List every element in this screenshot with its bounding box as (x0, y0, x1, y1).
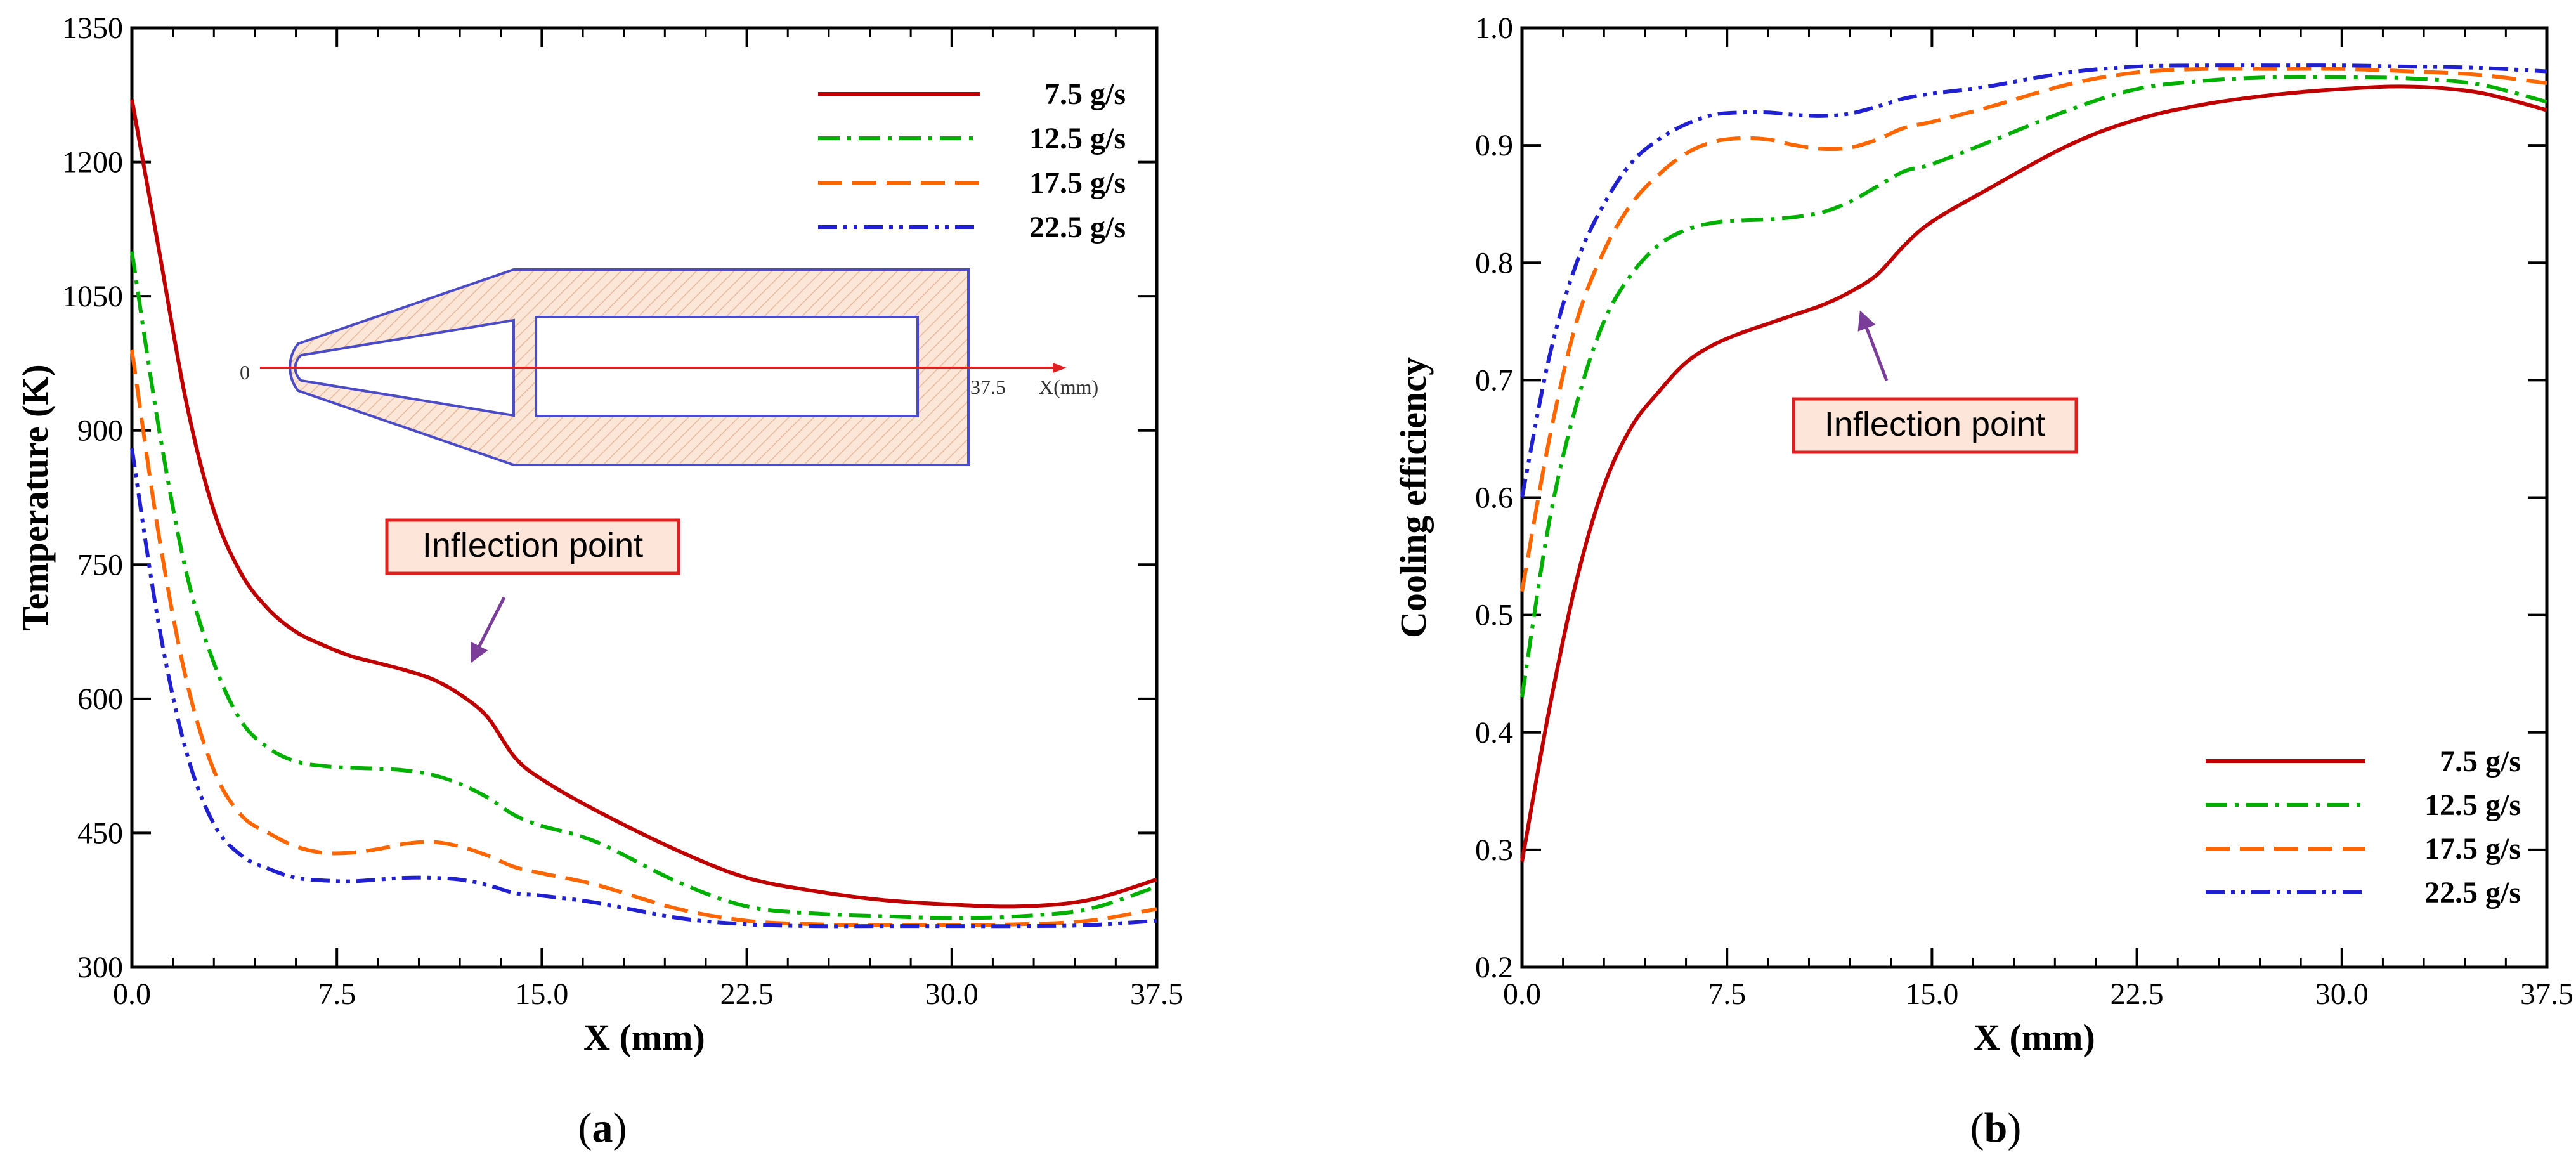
series-line-b-17_5 (1520, 67, 2547, 592)
panel-b-cooling-efficiency-chart: 0.0 7.5 15.0 22.5 30.0 37.5 0.2 0.3 0.4 0.5 0.6 0.7… (1393, 11, 2573, 1151)
series-line-b-12_5 (1520, 75, 2547, 698)
panel-a-temperature-chart: 0.0 7.5 15.0 22.5 30.0 37.5 300 450 600 750 900 105… (15, 11, 1183, 1151)
inflection-annotation-a: Inflection point (385, 518, 680, 663)
x-tick-label-a: 22.5 (720, 977, 774, 1011)
inset-geometry-sketch: 0 37.5 X(mm) (240, 268, 1098, 466)
legend-label-a: 17.5 g/s (1029, 166, 1126, 200)
x-tick-label-a: 0.0 (113, 977, 151, 1011)
panel-b-caption: (b) (1970, 1105, 2022, 1151)
y-tick-label-a: 600 (77, 682, 123, 716)
series-line-a-22_5 (130, 448, 1157, 929)
x-tick-label-a: 30.0 (925, 977, 979, 1011)
x-tick-label-b: 22.5 (2111, 977, 2164, 1011)
y-tick-label-b: 0.3 (1475, 833, 1513, 867)
panel-a-caption: (a) (578, 1105, 627, 1151)
y-tick-label-b: 0.2 (1475, 951, 1513, 984)
series-line-b-7_5 (1520, 84, 2547, 862)
inset-axis-label: X(mm) (1039, 375, 1098, 398)
x-tick-label-b: 0.0 (1503, 977, 1541, 1011)
plot-frame-a (130, 26, 1159, 969)
y-tick-label-b: 0.6 (1475, 481, 1513, 515)
inset-zero-label: 0 (240, 361, 250, 384)
legend-label-b: 12.5 g/s (2424, 788, 2521, 822)
x-tick-label-b: 7.5 (1708, 977, 1746, 1011)
y-tick-label-b: 0.8 (1475, 246, 1513, 280)
y-tick-label-a: 450 (77, 816, 123, 850)
x-tick-label-b: 37.5 (2520, 977, 2573, 1011)
x-axis-title-b: X (mm) (1974, 1017, 2095, 1058)
series-line-a-7_5 (130, 99, 1157, 909)
panel-b-letter: b (1984, 1105, 2008, 1151)
y-tick-label-b: 1.0 (1475, 11, 1513, 45)
y-tick-label-b: 0.9 (1475, 129, 1513, 162)
series-line-b-22_5 (1520, 63, 2547, 499)
y-tick-label-a: 1050 (62, 280, 123, 313)
y-axis-title-a: Temperature (K) (15, 364, 56, 630)
y-tick-label-b: 0.7 (1475, 363, 1513, 397)
y-tick-label-b: 0.4 (1475, 716, 1513, 750)
x-tick-label-a: 37.5 (1130, 977, 1183, 1011)
inflection-label-b: Inflection point (1825, 405, 2045, 443)
y-tick-label-b: 0.5 (1475, 599, 1513, 632)
inflection-arrow-b (1857, 310, 1889, 381)
legend-label-b: 22.5 g/s (2424, 876, 2521, 909)
x-tick-label-a: 15.0 (515, 977, 568, 1011)
y-tick-label-a: 1200 (62, 146, 123, 179)
inflection-label-a: Inflection point (422, 526, 643, 564)
y-tick-label-a: 900 (77, 414, 123, 448)
x-tick-label-b: 30.0 (2315, 977, 2369, 1011)
x-tick-label-a: 7.5 (318, 977, 356, 1011)
plot-frame-b (1520, 26, 2549, 969)
y-tick-label-a: 1350 (62, 11, 123, 45)
x-axis-title-a: X (mm) (583, 1017, 705, 1058)
legend-label-a: 12.5 g/s (1029, 122, 1126, 155)
y-tick-label-a: 300 (77, 951, 123, 984)
inflection-annotation-b: Inflection point (1792, 310, 2078, 454)
inflection-arrow-a (471, 596, 506, 663)
legend-label-b: 17.5 g/s (2424, 832, 2521, 866)
x-tick-label-b: 15.0 (1905, 977, 1958, 1011)
legend-label-a: 7.5 g/s (1044, 77, 1126, 111)
panel-a-letter: a (592, 1105, 613, 1151)
series-line-a-12_5 (130, 251, 1157, 920)
y-tick-label-a: 750 (77, 548, 123, 582)
y-axis-title-b: Cooling efficiency (1393, 357, 1434, 638)
legend-label-b: 7.5 g/s (2440, 745, 2521, 778)
inset-end-label: 37.5 (970, 375, 1006, 398)
legend-label-a: 22.5 g/s (1029, 211, 1126, 244)
